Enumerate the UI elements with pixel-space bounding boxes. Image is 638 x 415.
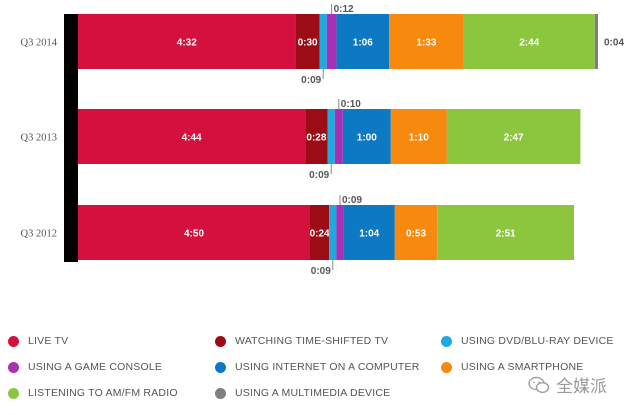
- data-label: 1:04: [359, 229, 379, 240]
- legend-item-internet-computer: USING INTERNET ON A COMPUTER: [215, 360, 420, 374]
- legend-item-dvd-bluray: USING DVD/BLU-RAY DEVICE: [441, 334, 614, 348]
- bar-using-dvd-blu-ray-device: [329, 205, 337, 260]
- data-label: 4:32: [177, 38, 197, 49]
- bar-using-internet-on-a-computer: [343, 205, 395, 260]
- legend-swatch: [441, 335, 452, 347]
- chart-axis-bar: [64, 14, 78, 262]
- legend-swatch: [215, 361, 226, 373]
- legend-item-multimedia-device: USING A MULTIMEDIA DEVICE: [215, 386, 390, 400]
- bar-using-a-game-console: [334, 109, 343, 164]
- data-label: 1:06: [353, 38, 373, 49]
- legend-swatch: [441, 361, 452, 373]
- data-label: 0:09: [301, 75, 321, 86]
- data-label: 4:50: [184, 229, 204, 240]
- legend-swatch: [215, 335, 226, 347]
- data-label: 1:00: [357, 133, 377, 144]
- bar-live-tv: [78, 109, 306, 164]
- bar-using-dvd-blu-ray-device: [327, 109, 335, 164]
- legend-label: USING A GAME CONSOLE: [28, 361, 163, 373]
- legend-label: USING A MULTIMEDIA DEVICE: [235, 387, 391, 399]
- data-label: 1:10: [409, 133, 429, 144]
- data-label: 0:09: [342, 195, 362, 206]
- data-label: 4:44: [182, 133, 202, 144]
- wechat-icon: [528, 376, 550, 393]
- bar-listening-to-am-fm-radio: [463, 14, 595, 69]
- bar-using-a-game-console: [326, 14, 337, 69]
- legend-item-game-console: USING A GAME CONSOLE: [8, 360, 162, 374]
- legend-label: LISTENING TO AM/FM RADIO: [28, 387, 178, 399]
- data-label: 0:09: [311, 266, 331, 277]
- bar-using-a-smartphone: [390, 109, 447, 164]
- category-label: Q3 2012: [21, 229, 57, 240]
- bar-using-a-multimedia-device: [594, 14, 598, 69]
- legend-swatch: [8, 361, 19, 373]
- legend-swatch: [8, 387, 19, 399]
- data-label: 2:47: [504, 133, 524, 144]
- data-label: 0:24: [310, 229, 330, 240]
- legend-item-live-tv: LIVE TV: [8, 334, 68, 348]
- legend-swatch: [215, 387, 226, 399]
- bar-using-a-smartphone: [389, 14, 464, 69]
- legend-label: USING INTERNET ON A COMPUTER: [235, 361, 420, 373]
- bar-watching-time-shifted-tv: [305, 109, 328, 164]
- category-label: Q3 2013: [21, 133, 57, 144]
- legend-label: WATCHING TIME-SHIFTED TV: [235, 335, 389, 347]
- legend-label: USING DVD/BLU-RAY DEVICE: [461, 335, 614, 347]
- bar-live-tv: [78, 205, 310, 260]
- bar-listening-to-am-fm-radio: [437, 205, 574, 260]
- data-label: 0:28: [306, 133, 326, 144]
- stacked-bar-chart: Q3 2014 4:32 0:30 0:09 0:12 1:06 1:33 2:44 0:04 Q…: [21, 4, 624, 277]
- bar-using-internet-on-a-computer: [336, 14, 390, 69]
- legend-swatch: [8, 335, 19, 347]
- bar-listening-to-am-fm-radio: [446, 109, 581, 164]
- watermark-text: 全媒派: [556, 377, 607, 397]
- legend-item-time-shifted-tv: WATCHING TIME-SHIFTED TV: [215, 334, 388, 348]
- bar-watching-time-shifted-tv: [310, 205, 330, 260]
- data-label: 0:10: [341, 99, 361, 110]
- bar-using-dvd-blu-ray-device: [319, 14, 327, 69]
- data-label: 2:51: [496, 229, 516, 240]
- bar-using-a-smartphone: [394, 205, 438, 260]
- data-label: 0:53: [406, 229, 426, 240]
- bar-using-a-game-console: [336, 205, 344, 260]
- legend-label: USING A SMARTPHONE: [461, 361, 584, 373]
- data-label: 2:44: [519, 38, 539, 49]
- category-label: Q3 2014: [21, 38, 58, 49]
- data-label: 0:04: [604, 38, 624, 49]
- bar-using-internet-on-a-computer: [342, 109, 391, 164]
- bar-live-tv: [78, 14, 296, 69]
- legend-item-am-fm-radio: LISTENING TO AM/FM RADIO: [8, 386, 178, 400]
- data-label: 0:12: [334, 4, 354, 15]
- bar-watching-time-shifted-tv: [295, 14, 320, 69]
- legend-label: LIVE TV: [28, 335, 69, 347]
- watermark: 全媒派: [528, 372, 607, 397]
- data-label: 0:30: [298, 38, 318, 49]
- data-label: 0:09: [309, 170, 329, 181]
- legend-item-smartphone: USING A SMARTPHONE: [441, 360, 583, 374]
- data-label: 1:33: [416, 38, 436, 49]
